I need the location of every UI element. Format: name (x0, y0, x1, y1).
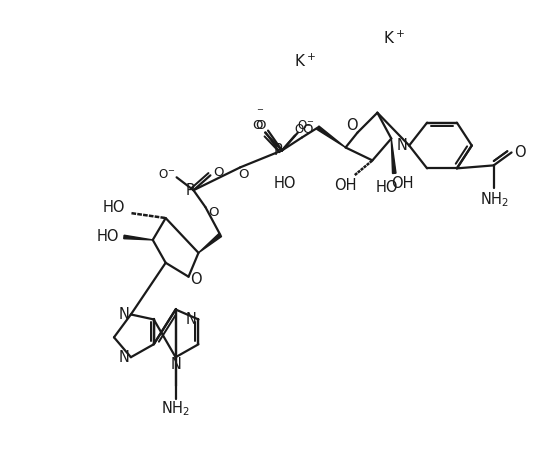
Text: P: P (273, 143, 282, 158)
Text: K$^+$: K$^+$ (294, 52, 316, 70)
Text: O: O (302, 123, 313, 136)
Polygon shape (124, 235, 153, 240)
Polygon shape (391, 138, 396, 173)
Text: HO: HO (103, 200, 125, 215)
Text: HO: HO (376, 180, 399, 195)
Text: N: N (186, 312, 197, 327)
Text: O: O (213, 166, 224, 179)
Text: K$^+$: K$^+$ (383, 30, 405, 47)
Text: O: O (514, 145, 525, 160)
Text: O: O (208, 206, 219, 218)
Text: $^{-}$: $^{-}$ (256, 106, 264, 119)
Text: O: O (190, 272, 201, 287)
Text: N: N (118, 350, 129, 365)
Polygon shape (317, 126, 345, 147)
Text: NH$_2$: NH$_2$ (480, 190, 509, 208)
Text: O: O (255, 119, 265, 132)
Text: P: P (185, 183, 194, 198)
Text: OH: OH (334, 178, 357, 193)
Text: N: N (170, 357, 181, 372)
Text: OH: OH (391, 176, 414, 191)
Polygon shape (199, 233, 222, 253)
Text: NH$_2$: NH$_2$ (161, 399, 190, 418)
Text: O$^{-}$: O$^{-}$ (297, 119, 315, 132)
Text: N: N (118, 307, 129, 322)
Text: O$^{-}$: O$^{-}$ (294, 123, 311, 136)
Text: HO: HO (274, 176, 296, 191)
Text: HO: HO (97, 229, 119, 244)
Text: O$^{-}$: O$^{-}$ (158, 168, 175, 181)
Text: O: O (238, 168, 249, 181)
Text: O: O (252, 119, 262, 132)
Text: N: N (397, 138, 408, 153)
Text: O: O (346, 118, 358, 133)
